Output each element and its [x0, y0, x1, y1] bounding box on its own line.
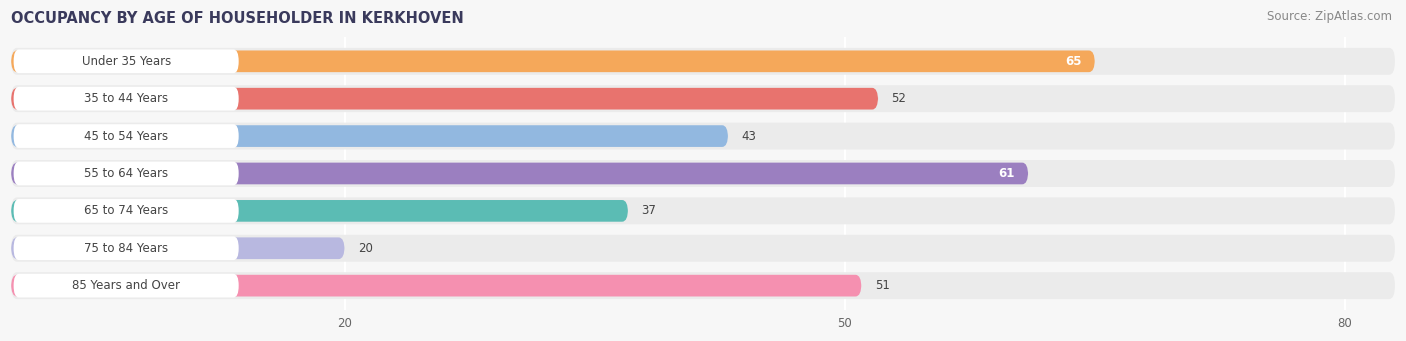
FancyBboxPatch shape — [11, 163, 1028, 184]
FancyBboxPatch shape — [11, 160, 1395, 187]
FancyBboxPatch shape — [11, 88, 879, 109]
Text: 20: 20 — [359, 242, 373, 255]
FancyBboxPatch shape — [11, 275, 862, 296]
FancyBboxPatch shape — [11, 125, 728, 147]
FancyBboxPatch shape — [14, 274, 239, 297]
Text: 37: 37 — [641, 204, 657, 217]
Text: 51: 51 — [875, 279, 890, 292]
FancyBboxPatch shape — [11, 200, 628, 222]
Text: 75 to 84 Years: 75 to 84 Years — [84, 242, 169, 255]
FancyBboxPatch shape — [11, 197, 1395, 224]
Text: 61: 61 — [998, 167, 1015, 180]
FancyBboxPatch shape — [11, 235, 1395, 262]
Text: OCCUPANCY BY AGE OF HOUSEHOLDER IN KERKHOVEN: OCCUPANCY BY AGE OF HOUSEHOLDER IN KERKH… — [11, 11, 464, 26]
Text: 85 Years and Over: 85 Years and Over — [72, 279, 180, 292]
Text: Under 35 Years: Under 35 Years — [82, 55, 170, 68]
Text: 65: 65 — [1064, 55, 1081, 68]
FancyBboxPatch shape — [11, 123, 1395, 150]
Text: 55 to 64 Years: 55 to 64 Years — [84, 167, 169, 180]
FancyBboxPatch shape — [14, 162, 239, 185]
FancyBboxPatch shape — [11, 48, 1395, 75]
FancyBboxPatch shape — [11, 85, 1395, 112]
Text: 45 to 54 Years: 45 to 54 Years — [84, 130, 169, 143]
Text: 65 to 74 Years: 65 to 74 Years — [84, 204, 169, 217]
FancyBboxPatch shape — [11, 237, 344, 259]
FancyBboxPatch shape — [11, 272, 1395, 299]
Text: Source: ZipAtlas.com: Source: ZipAtlas.com — [1267, 10, 1392, 23]
FancyBboxPatch shape — [14, 124, 239, 148]
Text: 52: 52 — [891, 92, 907, 105]
FancyBboxPatch shape — [14, 87, 239, 110]
Text: 43: 43 — [741, 130, 756, 143]
FancyBboxPatch shape — [14, 236, 239, 260]
FancyBboxPatch shape — [11, 50, 1095, 72]
FancyBboxPatch shape — [14, 199, 239, 223]
FancyBboxPatch shape — [14, 49, 239, 73]
Text: 35 to 44 Years: 35 to 44 Years — [84, 92, 169, 105]
